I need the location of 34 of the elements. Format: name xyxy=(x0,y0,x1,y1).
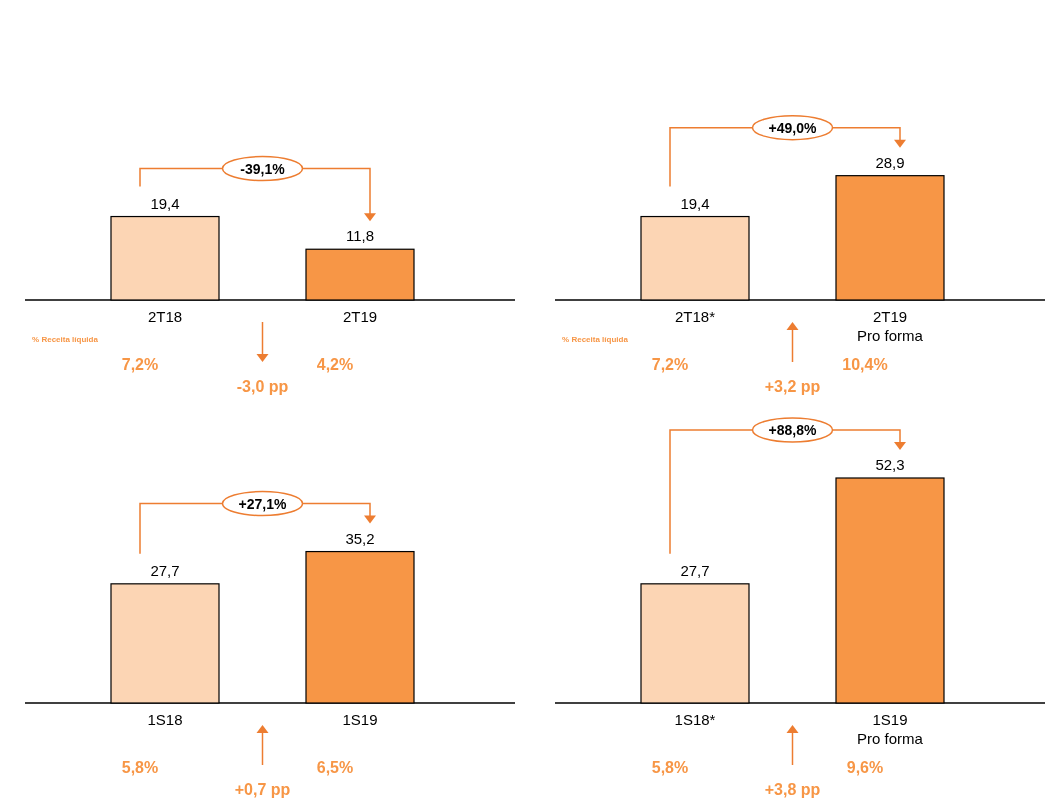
x-tick-label: 2T18* xyxy=(674,308,716,325)
x-tick-label: 2T18 xyxy=(147,308,183,325)
data-label: 11,8 xyxy=(345,227,375,245)
text: -3,0 pp xyxy=(236,378,289,395)
text: % Receita líquida xyxy=(562,335,629,344)
text: 4,2% xyxy=(316,356,354,373)
data-label: 52,3 xyxy=(875,456,905,473)
text: +0,7 pp xyxy=(234,781,291,798)
data-label: 19,4 xyxy=(150,194,180,212)
data-label: 19,4 xyxy=(680,194,710,212)
x-tick-label: 1S19 xyxy=(342,711,378,728)
x-tick-label: 1S19 Pro forma xyxy=(857,711,924,747)
text: 5,8% xyxy=(121,759,159,776)
x-tick-label: 1S18* xyxy=(674,711,716,728)
data-label: 27,7 xyxy=(150,561,180,579)
x-tick-label: 1S18 xyxy=(147,711,183,728)
text: +49,0% xyxy=(768,119,817,136)
text: +3,2 pp xyxy=(764,378,821,395)
text: 9,6% xyxy=(846,759,884,776)
text: % Receita líquida xyxy=(32,335,99,344)
text: 7,2% xyxy=(651,356,689,373)
text: +88,8% xyxy=(768,422,817,438)
text: 7,2% xyxy=(121,356,159,373)
x-tick-label: 2T19 Pro forma xyxy=(857,308,924,344)
text: -39,1% xyxy=(240,160,286,177)
text: 5,8% xyxy=(651,759,689,776)
x-tick-label: 2T19 xyxy=(342,308,378,325)
data-label: 35,2 xyxy=(345,529,375,547)
text: +27,1% xyxy=(238,495,287,512)
data-label: 27,7 xyxy=(680,561,710,579)
text: +3,8 pp xyxy=(764,781,821,798)
data-label: 28,9 xyxy=(875,153,905,171)
text: 6,5% xyxy=(316,759,354,776)
text: 10,4% xyxy=(842,356,888,373)
